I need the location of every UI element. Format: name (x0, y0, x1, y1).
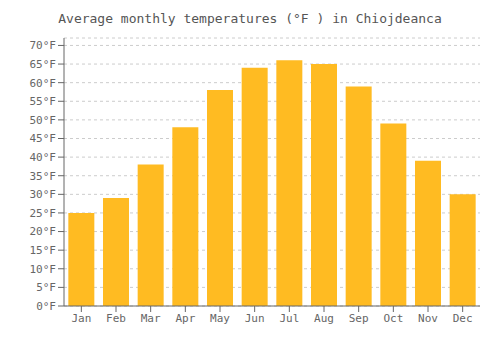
svg-text:10°F: 10°F (30, 263, 57, 276)
svg-text:0°F: 0°F (36, 300, 56, 313)
svg-text:Jun: Jun (245, 312, 265, 325)
svg-text:Sep: Sep (349, 312, 369, 325)
svg-text:65°F: 65°F (30, 58, 57, 71)
svg-text:55°F: 55°F (30, 95, 57, 108)
svg-text:Nov: Nov (418, 312, 438, 325)
html-text:Average monthly temperatures (: Average monthly temperatures (°F ) in Ch… (58, 11, 442, 26)
svg-text:50°F: 50°F (30, 114, 57, 127)
svg-text:15°F: 15°F (30, 244, 57, 257)
svg-text:Dec: Dec (453, 312, 473, 325)
svg-text:Aug: Aug (314, 312, 334, 325)
svg-text:May: May (210, 312, 230, 325)
svg-text:Oct: Oct (383, 312, 403, 325)
svg-text:30°F: 30°F (30, 188, 57, 201)
svg-text:70°F: 70°F (30, 39, 57, 52)
svg-text:Jan: Jan (71, 312, 91, 325)
svg-text:35°F: 35°F (30, 170, 57, 183)
svg-text:5°F: 5°F (36, 281, 56, 294)
svg-text:Feb: Feb (106, 312, 126, 325)
svg-text:Apr: Apr (175, 312, 195, 325)
svg-text:25°F: 25°F (30, 207, 57, 220)
svg-text:45°F: 45°F (30, 132, 57, 145)
svg-text:Mar: Mar (141, 312, 161, 325)
svg-text:60°F: 60°F (30, 77, 57, 90)
svg-text:Jul: Jul (279, 312, 299, 325)
svg-text:20°F: 20°F (30, 225, 57, 238)
svg-text:40°F: 40°F (30, 151, 57, 164)
